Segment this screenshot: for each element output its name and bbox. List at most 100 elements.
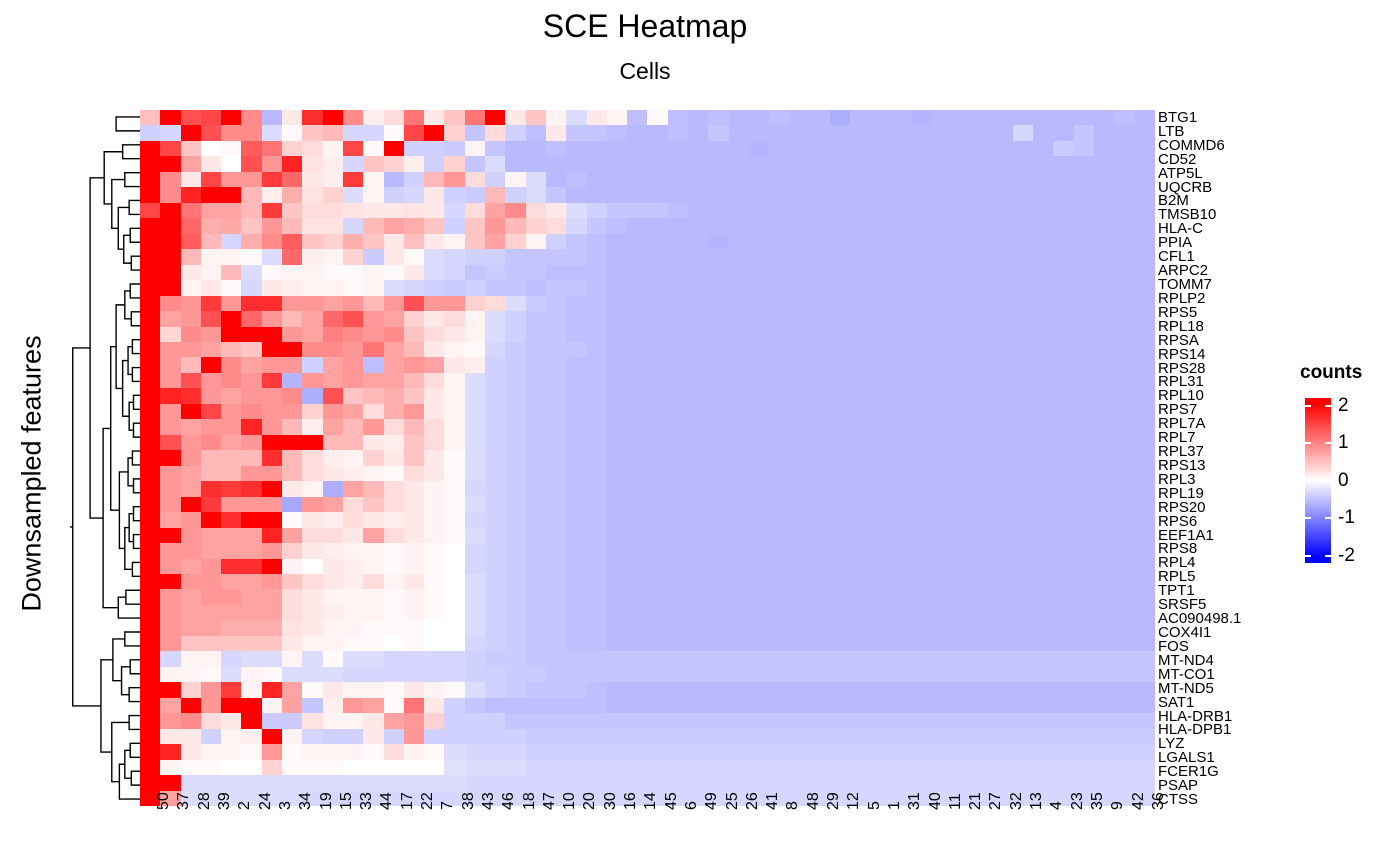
heatmap-cell — [302, 697, 323, 714]
heatmap-cell — [363, 233, 384, 250]
heatmap-cell — [1012, 403, 1034, 420]
heatmap-cell — [403, 620, 425, 636]
heatmap-cell — [282, 558, 303, 574]
heatmap-cell — [769, 512, 790, 528]
heatmap-cell — [525, 713, 546, 729]
heatmap-cell — [200, 419, 222, 435]
heatmap-cell — [383, 140, 404, 157]
heatmap-cell — [830, 728, 851, 745]
heatmap-cell — [403, 357, 425, 373]
heatmap-cell — [972, 635, 993, 652]
heatmap-cell — [302, 341, 323, 358]
heatmap-cell — [1073, 341, 1095, 358]
heatmap-cell — [180, 775, 201, 791]
heatmap-cell — [728, 202, 749, 219]
row-label: RPL19 — [1158, 484, 1204, 502]
heatmap-cell — [870, 697, 892, 714]
heatmap-cell — [789, 496, 810, 513]
heatmap-cell — [302, 295, 323, 312]
heatmap-cell — [769, 759, 790, 776]
heatmap-cell — [140, 790, 161, 806]
heatmap-cell — [383, 295, 404, 312]
heatmap-cell — [992, 573, 1013, 590]
heatmap-cell — [160, 496, 181, 513]
heatmap-cell — [931, 512, 952, 528]
heatmap-cell — [891, 635, 912, 652]
heatmap-cell — [160, 357, 181, 373]
heatmap-cell — [809, 233, 831, 250]
heatmap-cell — [809, 218, 831, 234]
heatmap-cell — [200, 496, 222, 513]
heatmap-cell — [1033, 419, 1054, 435]
heatmap-cell — [1053, 481, 1074, 497]
heatmap-cell — [160, 110, 181, 126]
heatmap-cell — [485, 403, 506, 420]
heatmap-cell — [180, 156, 201, 172]
heatmap-cell — [748, 682, 770, 698]
heatmap-cell — [1094, 744, 1115, 760]
heatmap-cell — [302, 326, 323, 342]
heatmap-cell — [444, 295, 465, 312]
heatmap-cell — [342, 697, 364, 714]
heatmap-cell — [586, 744, 607, 760]
heatmap-cell — [789, 775, 810, 791]
heatmap-cell — [505, 527, 526, 544]
heatmap-cell — [688, 110, 709, 126]
heatmap-cell — [1033, 465, 1054, 482]
heatmap-cell — [667, 311, 689, 327]
heatmap-cell — [140, 728, 161, 745]
heatmap-cell — [444, 357, 465, 373]
heatmap-cell — [342, 728, 364, 745]
heatmap-cell — [464, 280, 486, 296]
heatmap-cell — [992, 604, 1013, 621]
heatmap-cell — [931, 311, 952, 327]
heatmap-cell — [566, 233, 587, 250]
heatmap-cell — [424, 635, 445, 652]
column-label: 18 — [520, 792, 538, 810]
heatmap-cell — [667, 481, 689, 497]
heatmap-cell — [241, 156, 262, 172]
heatmap-cell — [931, 651, 952, 667]
heatmap-cell — [322, 728, 343, 745]
heatmap-cell — [160, 140, 181, 157]
heatmap-cell — [870, 666, 892, 683]
heatmap-cell — [789, 110, 810, 126]
heatmap-cell — [505, 357, 526, 373]
heatmap-cell — [200, 697, 222, 714]
heatmap-cell — [505, 264, 526, 281]
heatmap-cell — [667, 434, 689, 451]
heatmap-cell — [891, 249, 912, 265]
heatmap-cell — [667, 666, 689, 683]
row-label: RPS14 — [1158, 345, 1206, 363]
heatmap-cell — [1094, 357, 1115, 373]
heatmap-cell — [241, 218, 262, 234]
heatmap-cell — [424, 233, 445, 250]
heatmap-cell — [667, 187, 689, 203]
heatmap-cell — [1094, 728, 1115, 745]
heatmap-cell — [241, 419, 262, 435]
heatmap-cell — [1073, 295, 1095, 312]
heatmap-cell — [485, 249, 506, 265]
heatmap-cell — [383, 202, 404, 219]
heatmap-cell — [180, 311, 201, 327]
heatmap-cell — [545, 264, 567, 281]
heatmap-cell — [606, 140, 628, 157]
heatmap-cell — [383, 589, 404, 605]
heatmap-cell — [140, 775, 161, 791]
heatmap-cell — [342, 202, 364, 219]
heatmap-cell — [180, 388, 201, 404]
heatmap-cell — [383, 110, 404, 126]
heatmap-cell — [1012, 744, 1034, 760]
heatmap-cell — [992, 403, 1013, 420]
heatmap-cell — [140, 434, 161, 451]
heatmap-cell — [1012, 496, 1034, 513]
heatmap-cell — [870, 589, 892, 605]
heatmap-cell — [789, 635, 810, 652]
heatmap-cell — [728, 697, 749, 714]
heatmap-cell — [911, 775, 932, 791]
heatmap-cell — [1033, 341, 1054, 358]
heatmap-cell — [464, 682, 486, 698]
heatmap-cell — [1053, 543, 1074, 559]
heatmap-cell — [789, 171, 810, 188]
heatmap-cell — [830, 651, 851, 667]
